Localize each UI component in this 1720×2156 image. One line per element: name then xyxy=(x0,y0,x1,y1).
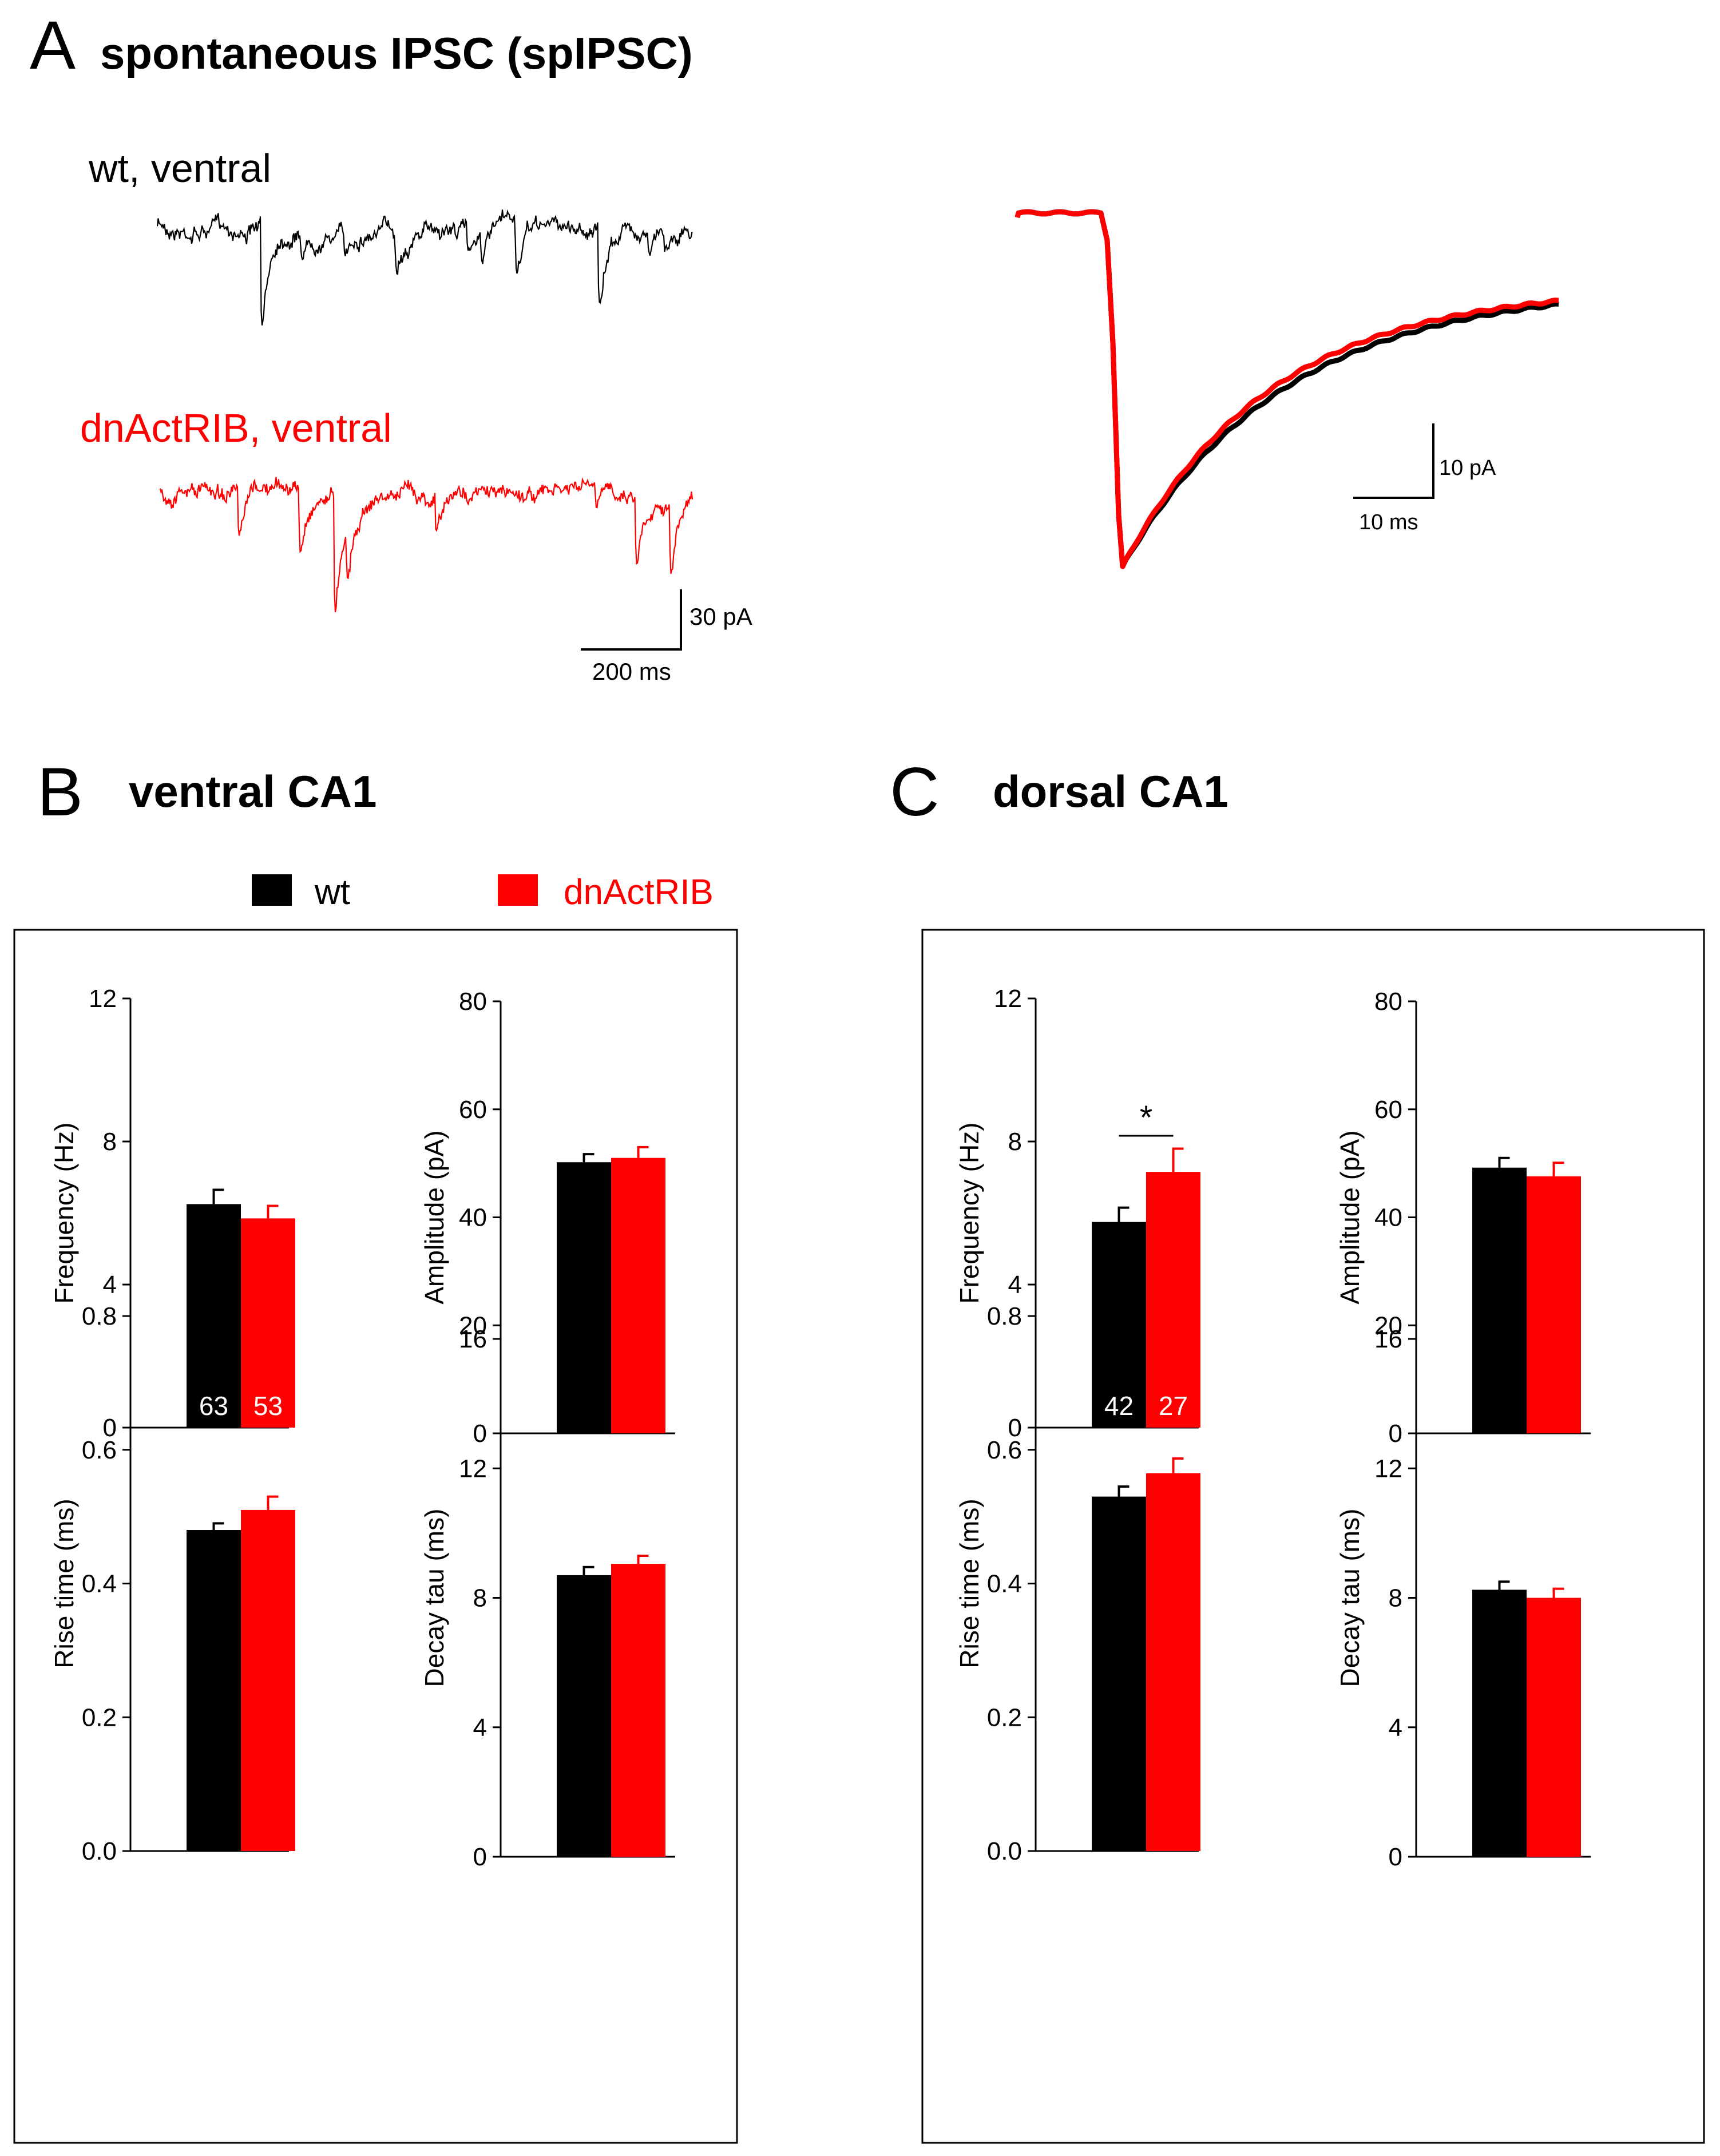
panel-c-frame xyxy=(921,929,1705,2144)
chart-c-4-y-tick-label: 8 xyxy=(1389,1584,1402,1612)
scalebar-right xyxy=(1353,423,1434,499)
panel-c-letter: C xyxy=(890,754,940,830)
legend-swatch-wt xyxy=(252,874,292,906)
trace-wt xyxy=(156,209,693,326)
chart-c-2-y-tick-label: 20 xyxy=(1374,1311,1402,1339)
chart-b-1-n-label-wt: 63 xyxy=(199,1391,228,1421)
chart-c-3-y-tick-label: 0.0 xyxy=(987,1837,1022,1865)
chart-b-4-bar-wt xyxy=(557,1575,611,1857)
chart-b-3-y-tick-label: 0.6 xyxy=(82,1436,117,1464)
chart-b-2-y-tick-label: 0 xyxy=(473,1420,487,1448)
chart-c-1-y-tick-label: 0 xyxy=(1008,1414,1022,1442)
trace-dn-label: dnActRIB, ventral xyxy=(80,406,392,450)
chart-c-3-y-tick-label: 0.4 xyxy=(987,1570,1022,1598)
chart-b-4-y-tick-label: 0 xyxy=(473,1843,487,1871)
chart-c-3-bar-dn xyxy=(1146,1473,1200,1851)
chart-b-1-y-label: Frequency (Hz) xyxy=(49,1123,79,1304)
chart-c-1-y-label: Frequency (Hz) xyxy=(954,1123,984,1304)
chart-b-1-y-tick-label: 4 xyxy=(103,1271,117,1299)
chart-c-3-bar-wt xyxy=(1092,1496,1146,1851)
chart-c-4-bar-dn xyxy=(1527,1598,1581,1857)
trace-wt-label: wt, ventral xyxy=(88,146,271,191)
chart-c-1-bar-dn xyxy=(1146,1172,1200,1428)
chart-c-2-y-tick-label: 80 xyxy=(1374,988,1402,1016)
chart-b-1-bar-dn xyxy=(241,1218,295,1428)
panel-b-frame xyxy=(13,929,738,2144)
chart-b-2-bar-dn xyxy=(611,1158,665,1433)
scalebar-left xyxy=(581,589,682,651)
panel-a-title: spontaneous IPSC (spIPSC) xyxy=(100,28,693,78)
chart-b-2-y-tick-label: 80 xyxy=(459,988,487,1016)
trace-dn xyxy=(159,477,693,612)
panel-b-letter: B xyxy=(37,754,83,830)
chart-b-2-y-tick-label: 20 xyxy=(459,1311,487,1339)
chart-c-1-significance-marker: * xyxy=(1140,1099,1153,1136)
scalebar-right-x-label: 10 ms xyxy=(1359,510,1418,534)
chart-b-4-y-tick-label: 4 xyxy=(473,1714,487,1742)
chart-b-1-y-tick-label: 12 xyxy=(89,985,117,1013)
panel-c-title: dorsal CA1 xyxy=(993,766,1228,817)
chart-c-1-y-tick-label: 8 xyxy=(1008,1128,1022,1156)
chart-b-2-y-tick-label: 40 xyxy=(459,1204,487,1232)
chart-c-4-y-tick-label: 16 xyxy=(1374,1325,1402,1353)
legend-label-dn: dnActRIB xyxy=(564,873,714,912)
chart-b-4-bar-dn xyxy=(611,1564,665,1857)
legend-label-wt: wt xyxy=(314,873,350,912)
chart-c-4-y-label: Decay tau (ms) xyxy=(1335,1509,1365,1687)
chart-c-1-y-tick-label: 4 xyxy=(1008,1271,1022,1299)
chart-b-3-y-tick-label: 0.2 xyxy=(82,1703,117,1731)
chart-c-4-bar-wt xyxy=(1472,1590,1527,1857)
chart-b-3-bar-wt xyxy=(187,1530,241,1851)
chart-b-4-y-tick-label: 8 xyxy=(473,1584,487,1612)
chart-c-3-y-tick-label: 0.8 xyxy=(987,1302,1022,1330)
chart-c-2-y-tick-label: 60 xyxy=(1374,1096,1402,1124)
chart-c-3-y-tick-label: 0.6 xyxy=(987,1436,1022,1464)
chart-c-4-y-tick-label: 4 xyxy=(1389,1714,1402,1742)
chart-b-3-bar-dn xyxy=(241,1509,295,1851)
chart-b-2-y-tick-label: 60 xyxy=(459,1096,487,1124)
chart-b-1-bar-wt xyxy=(187,1204,241,1428)
chart-b-3-y-tick-label: 0.0 xyxy=(82,1837,117,1865)
chart-b-2-y-label: Amplitude (pA) xyxy=(419,1130,449,1304)
chart-c-4-y-tick-label: 12 xyxy=(1374,1454,1402,1483)
chart-b-3-y-tick-label: 0.8 xyxy=(82,1302,117,1330)
scalebar-left-y-label: 30 pA xyxy=(689,603,752,630)
chart-b-3-y-tick-label: 0.4 xyxy=(82,1570,117,1598)
scalebar-right-y-label: 10 pA xyxy=(1439,456,1496,480)
chart-c-1-n-label-dn: 27 xyxy=(1159,1391,1188,1421)
legend-swatch-dn xyxy=(498,874,538,906)
chart-c-2-y-tick-label: 0 xyxy=(1389,1420,1402,1448)
chart-b-4-y-tick-label: 16 xyxy=(459,1325,487,1353)
chart-c-1-bar-wt xyxy=(1092,1222,1146,1428)
chart-c-1-n-label-wt: 42 xyxy=(1104,1391,1134,1421)
chart-b-4-y-tick-label: 12 xyxy=(459,1454,487,1483)
chart-b-2-bar-wt xyxy=(557,1162,611,1433)
chart-c-2-y-tick-label: 40 xyxy=(1374,1204,1402,1232)
chart-b-1-n-label-dn: 53 xyxy=(253,1391,283,1421)
average-trace-wt xyxy=(1014,209,1559,569)
chart-c-3-y-label: Rise time (ms) xyxy=(954,1499,984,1668)
chart-c-2-bar-wt xyxy=(1472,1167,1527,1433)
chart-b-3-y-label: Rise time (ms) xyxy=(49,1499,79,1668)
chart-c-4-y-tick-label: 0 xyxy=(1389,1843,1402,1871)
chart-b-1-y-tick-label: 0 xyxy=(103,1414,117,1442)
scalebar-left-x-label: 200 ms xyxy=(592,658,671,685)
chart-c-3-y-tick-label: 0.2 xyxy=(987,1703,1022,1731)
chart-c-2-y-label: Amplitude (pA) xyxy=(1335,1130,1365,1304)
chart-c-2-bar-dn xyxy=(1527,1176,1581,1433)
chart-b-4-y-label: Decay tau (ms) xyxy=(419,1509,449,1687)
chart-c-1-y-tick-label: 12 xyxy=(994,985,1022,1013)
average-trace-dn xyxy=(1014,209,1559,569)
panel-b-title: ventral CA1 xyxy=(129,766,377,817)
panel-a-letter: A xyxy=(30,7,76,84)
chart-b-1-y-tick-label: 8 xyxy=(103,1128,117,1156)
